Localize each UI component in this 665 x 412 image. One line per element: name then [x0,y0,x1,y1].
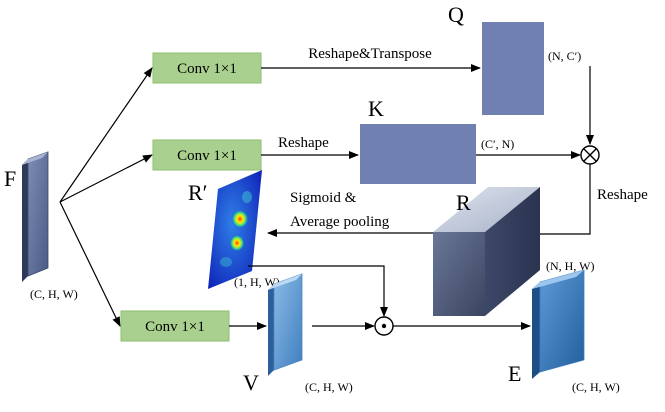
feature-map-f [22,151,49,282]
conv-q-label: Conv 1×1 [177,61,237,77]
feature-map-e [532,269,585,379]
feature-map-v [268,273,303,376]
label-r: R [456,190,471,215]
label-q: Q [448,2,464,27]
cube-r [433,187,540,316]
label-k: K [368,96,384,121]
label-f: F [4,166,16,191]
heatmap-r-prime [208,170,262,289]
arrow-rprime-to-hadamard [248,265,388,317]
shape-k: (C′, N) [481,137,514,151]
edge-sigmoid-2: Average pooling [290,214,390,230]
matrix-k [360,124,476,184]
conv-box-k: Conv 1×1 [152,139,262,171]
edge-reshape-transpose: Reshape&Transpose [308,46,432,62]
conv-k-label: Conv 1×1 [177,148,237,164]
conv-box-q: Conv 1×1 [152,52,262,84]
shape-r: (N, H, W) [546,259,594,273]
matmul-operator [580,145,600,165]
edge-sigmoid-1: Sigmoid & [290,190,357,206]
label-v: V [243,370,259,395]
matrix-q [482,22,544,115]
edge-reshape-k: Reshape [278,135,329,151]
shape-v: (C, H, W) [305,380,353,394]
conv-box-v: Conv 1×1 [120,310,230,342]
branch-arrows [59,67,153,327]
edge-reshape-r: Reshape [597,187,648,203]
shape-r-prime: (1, H, W) [234,275,280,289]
shape-q: (N, C′) [548,49,581,63]
shape-f: (C, H, W) [30,287,78,301]
arrow-matmul-to-r [525,164,591,238]
conv-v-label: Conv 1×1 [145,319,205,335]
label-e: E [508,361,521,386]
hadamard-operator [374,316,394,336]
shape-e: (C, H, W) [572,380,620,394]
label-r-prime: R′ [188,180,208,205]
